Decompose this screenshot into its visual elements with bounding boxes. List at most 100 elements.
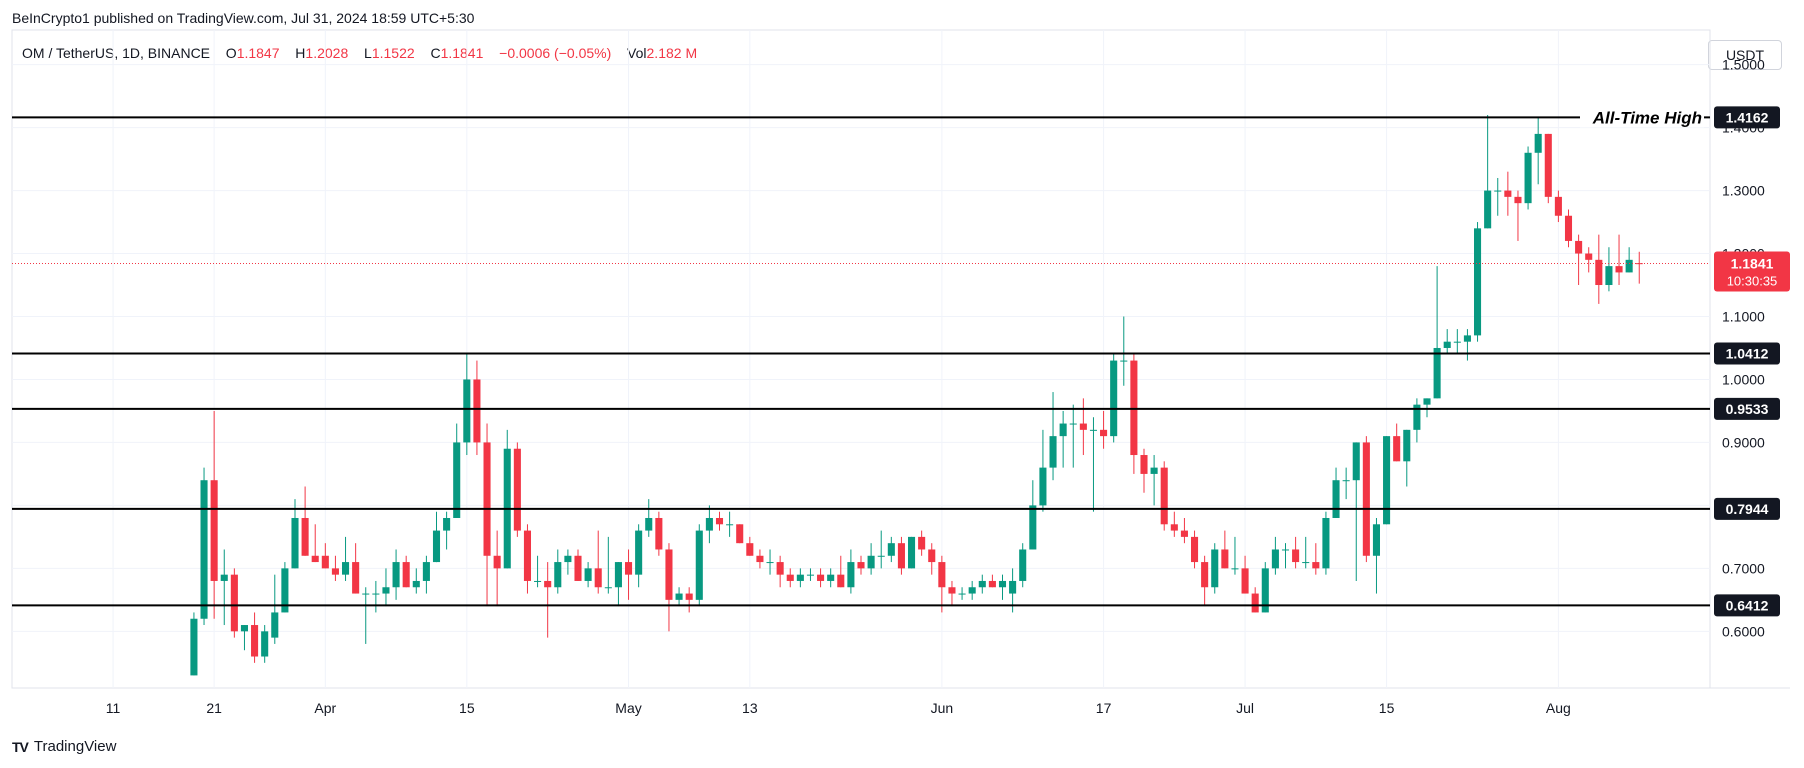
candle-body[interactable] [715, 517, 724, 525]
candle-body[interactable] [1625, 259, 1633, 273]
candle-body[interactable] [1585, 253, 1593, 260]
candle-body[interactable] [1524, 152, 1532, 204]
candle-body[interactable] [1362, 442, 1370, 556]
candle-body[interactable] [1231, 568, 1239, 570]
candle-body[interactable] [1281, 549, 1290, 551]
candle-body[interactable] [1261, 568, 1269, 613]
candle-body[interactable] [402, 562, 410, 588]
candle-body[interactable] [1514, 196, 1522, 204]
candle-body[interactable] [685, 593, 693, 600]
tradingview-brand[interactable]: TV TradingView [12, 738, 116, 755]
candle-body[interactable] [1423, 398, 1431, 405]
candle-body[interactable] [1170, 524, 1178, 531]
candle-body[interactable] [1453, 341, 1461, 343]
candle-body[interactable] [918, 536, 926, 550]
candle-body[interactable] [1120, 360, 1128, 362]
candle-body[interactable] [1504, 190, 1512, 197]
candle-body[interactable] [564, 555, 572, 563]
candle-body[interactable] [311, 555, 319, 563]
candle-body[interactable] [1403, 429, 1411, 462]
candle-body[interactable] [695, 530, 703, 600]
candle-body[interactable] [968, 587, 976, 594]
candle-body[interactable] [463, 379, 471, 443]
candle-body[interactable] [1211, 549, 1219, 588]
candle-body[interactable] [1635, 263, 1643, 265]
symbol-name[interactable]: OM / TetherUS, 1D, BINANCE [22, 45, 211, 61]
candle-body[interactable] [746, 543, 754, 556]
candle-body[interactable] [806, 574, 815, 576]
candle-body[interactable] [907, 536, 916, 569]
candle-body[interactable] [1140, 455, 1148, 474]
candle-body[interactable] [1049, 436, 1057, 468]
candle-body[interactable] [766, 562, 774, 564]
candle-body[interactable] [1221, 549, 1229, 569]
candle-body[interactable] [1100, 429, 1108, 437]
candle-body[interactable] [958, 593, 966, 595]
candle-body[interactable] [1130, 360, 1138, 456]
candle-body[interactable] [847, 562, 855, 588]
candle-body[interactable] [513, 448, 521, 531]
candle-body[interactable] [938, 562, 946, 588]
candle-body[interactable] [240, 625, 249, 632]
candle-body[interactable] [230, 574, 238, 632]
candle-body[interactable] [1383, 436, 1391, 525]
candle-body[interactable] [736, 524, 744, 544]
candle-body[interactable] [1443, 341, 1451, 348]
candle-body[interactable] [624, 562, 633, 575]
candle-body[interactable] [1332, 480, 1340, 518]
candle-body[interactable] [1615, 266, 1623, 273]
candle-body[interactable] [776, 562, 784, 575]
candle-body[interactable] [291, 517, 299, 569]
candle-body[interactable] [372, 593, 380, 595]
candle-body[interactable] [1554, 196, 1562, 216]
candle-body[interactable] [1463, 335, 1471, 342]
candle-body[interactable] [857, 562, 865, 569]
candle-body[interactable] [1019, 549, 1027, 581]
candle-body[interactable] [382, 587, 390, 594]
candle-body[interactable] [877, 555, 885, 557]
candle-body[interactable] [645, 517, 653, 531]
candle-body[interactable] [443, 517, 451, 531]
candle-body[interactable] [412, 580, 420, 588]
candle-body[interactable] [1089, 429, 1098, 431]
candle-body[interactable] [190, 618, 198, 676]
candle-body[interactable] [665, 549, 673, 600]
candle-body[interactable] [635, 530, 643, 575]
candle-body[interactable] [1352, 442, 1360, 481]
candle-body[interactable] [362, 593, 370, 595]
candle-body[interactable] [655, 517, 663, 550]
candle-body[interactable] [1534, 133, 1542, 153]
candle-body[interactable] [1484, 190, 1492, 229]
candle-body[interactable] [837, 574, 845, 588]
candle-body[interactable] [1009, 580, 1017, 594]
candle-body[interactable] [281, 568, 289, 613]
candle-body[interactable] [1180, 530, 1188, 537]
candle-body[interactable] [352, 562, 360, 594]
candle-body[interactable] [827, 574, 835, 581]
candle-body[interactable] [594, 568, 602, 588]
candle-body[interactable] [1160, 467, 1168, 525]
candle-body[interactable] [1079, 423, 1087, 430]
candle-body[interactable] [422, 562, 430, 581]
candle-body[interactable] [1342, 480, 1350, 482]
candle-body[interactable] [887, 543, 895, 556]
candle-body[interactable] [432, 530, 441, 563]
candle-body[interactable] [271, 612, 279, 638]
candle-body[interactable] [726, 524, 734, 526]
candle-body[interactable] [604, 587, 612, 589]
candle-body[interactable] [554, 562, 562, 588]
candle-body[interactable] [321, 555, 329, 569]
candle-body[interactable] [897, 543, 905, 569]
candle-body[interactable] [1271, 549, 1279, 569]
candle-body[interactable] [493, 555, 501, 569]
candle-body[interactable] [1544, 133, 1552, 197]
candle-body[interactable] [453, 442, 461, 518]
candle-body[interactable] [1150, 467, 1158, 474]
candle-body[interactable] [1372, 524, 1381, 556]
candle-body[interactable] [1595, 259, 1603, 286]
candle-body[interactable] [210, 480, 218, 581]
candle-body[interactable] [1110, 360, 1118, 437]
candle-body[interactable] [988, 580, 996, 588]
candle-body[interactable] [786, 574, 794, 581]
candle-body[interactable] [1292, 549, 1300, 563]
